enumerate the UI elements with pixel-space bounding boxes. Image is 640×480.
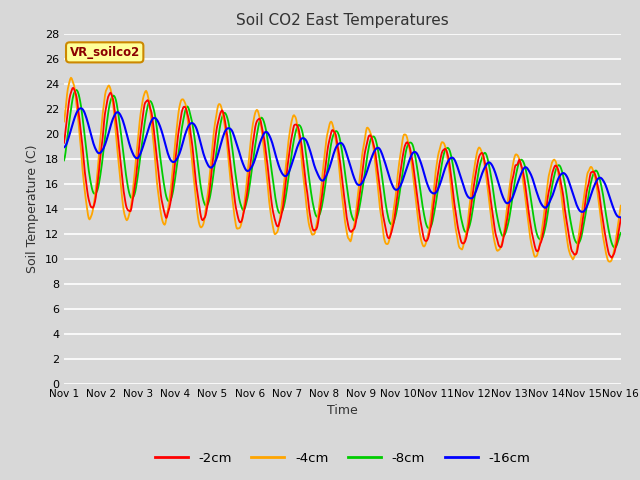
Legend: -2cm, -4cm, -8cm, -16cm: -2cm, -4cm, -8cm, -16cm (149, 447, 536, 470)
Text: VR_soilco2: VR_soilco2 (70, 46, 140, 59)
Y-axis label: Soil Temperature (C): Soil Temperature (C) (26, 144, 39, 273)
X-axis label: Time: Time (327, 405, 358, 418)
Title: Soil CO2 East Temperatures: Soil CO2 East Temperatures (236, 13, 449, 28)
